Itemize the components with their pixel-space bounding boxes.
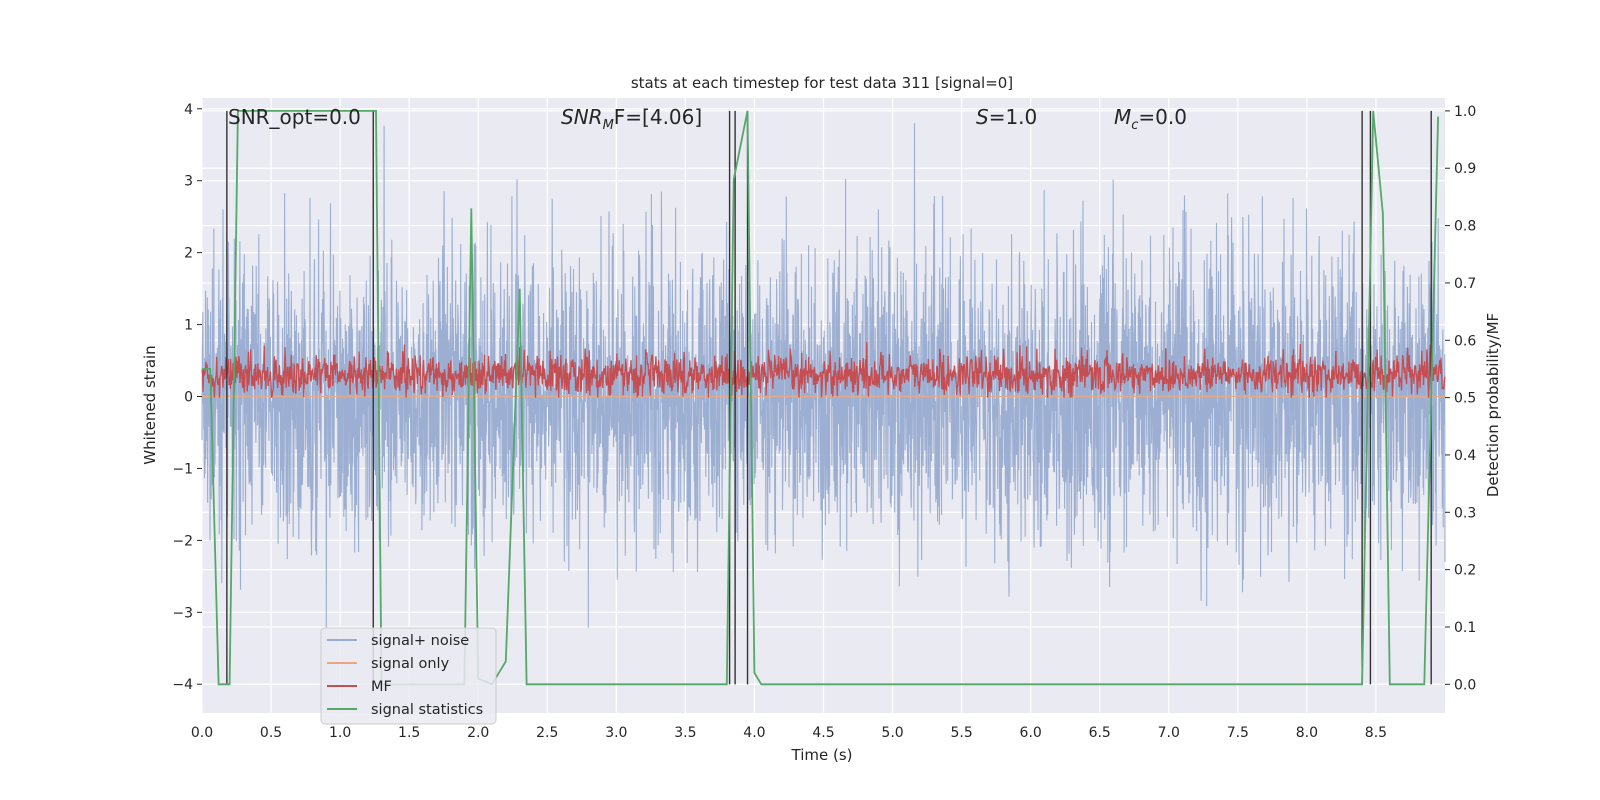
y-tick-label: 3 [184,174,193,190]
y2-axis-label: Detection probability/MF [1484,313,1502,497]
legend-label-signal-statistics: signal statistics [371,702,483,718]
x-tick-label: 5.5 [950,725,972,741]
x-tick-label: 3.0 [605,725,627,741]
annotation-s: S=1.0 [976,105,1037,129]
x-tick-label: 1.5 [398,725,420,741]
y2-tick-label: 0.0 [1454,677,1476,693]
x-tick-label: 7.0 [1158,725,1180,741]
y2-tick-label: 0.8 [1454,219,1476,235]
mf-series [201,335,1446,398]
y-tick-label: 2 [184,246,193,262]
legend-box [320,627,497,725]
signal-statistics-line [202,110,1439,686]
x-tick-label: 7.5 [1227,725,1249,741]
x-tick-label: 1.0 [329,725,351,741]
x-tick-label: 4.5 [812,725,834,741]
y-tick-label: −1 [172,461,193,477]
detection-vertical-lines [226,110,1432,685]
x-tick-label: 6.0 [1020,725,1042,741]
annotation-mc: Mc=0.0 [1114,105,1187,133]
annotation-snr-mf: SNRMF=[4.06] [561,105,702,133]
x-tick-label: 6.5 [1089,725,1111,741]
signal-noise-series [201,123,1446,629]
axis-ticks: 0.0 0.5 1.0 1.5 2.0 2.5 3.0 3.5 4.0 4.5 5.0 5.5 6.0 6… [172,102,1476,741]
x-tick-label: 0.0 [191,725,213,741]
legend-label-mf: MF [371,679,392,695]
y2-tick-label: 1.0 [1454,104,1476,120]
y2-tick-label: 0.9 [1454,161,1476,177]
x-tick-label: 3.5 [674,725,696,741]
y-tick-label: 4 [184,102,193,118]
mf-line [201,335,1446,398]
legend: signal+ noise signal only MF signal stat… [320,627,497,725]
y2-tick-label: 0.3 [1454,505,1476,521]
x-tick-label: 0.5 [260,725,282,741]
x-axis-label: Time (s) [791,746,853,764]
y2-tick-label: 0.4 [1454,448,1476,464]
x-tick-label: 2.5 [536,725,558,741]
y-axis-label: Whitened strain [141,345,159,464]
signal-statistics-series [202,110,1439,686]
x-tick-label: 4.0 [743,725,765,741]
y2-tick-label: 0.5 [1454,391,1476,407]
signal-noise-line [201,123,1446,629]
x-tick-label: 5.0 [881,725,903,741]
y2-tick-label: 0.6 [1454,333,1476,349]
annotation-snr-opt: SNR_opt=0.0 [228,105,361,129]
y-tick-label: −3 [172,605,193,621]
y-tick-label: 0 [184,390,193,406]
y2-tick-label: 0.1 [1454,620,1476,636]
x-tick-label: 8.5 [1365,725,1387,741]
x-tick-label: 8.0 [1296,725,1318,741]
y2-tick-label: 0.7 [1454,276,1476,292]
y-tick-label: −4 [172,677,193,693]
y-tick-label: −2 [172,533,193,549]
y-tick-label: 1 [184,318,193,334]
y2-tick-label: 0.2 [1454,563,1476,579]
legend-label-signal-only: signal only [371,656,450,672]
x-tick-label: 2.0 [467,725,489,741]
chart-title: stats at each timestep for test data 311… [631,74,1013,92]
legend-label-signal-noise: signal+ noise [371,633,469,649]
